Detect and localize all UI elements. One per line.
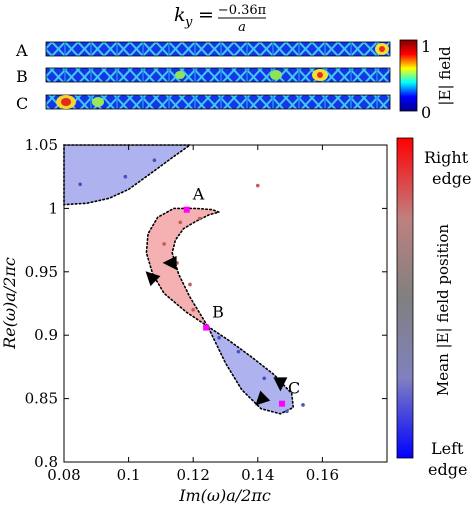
colorbar-top-label-1: Right bbox=[424, 148, 469, 167]
field-panel: A B C 1 0 |E| field bbox=[15, 37, 454, 122]
data-point-1 bbox=[78, 182, 82, 187]
data-point-6 bbox=[197, 216, 202, 221]
x-tick-label: 0.16 bbox=[306, 466, 339, 484]
title-k: k bbox=[174, 4, 186, 26]
highlight-label-c: C bbox=[288, 379, 300, 398]
region-1 bbox=[63, 144, 193, 206]
direction-arrow-1 bbox=[162, 255, 177, 270]
strip-label-b: B bbox=[16, 67, 28, 86]
data-point-12 bbox=[236, 349, 241, 354]
highlight-label-a: A bbox=[192, 185, 205, 204]
y-tick-label: 0.85 bbox=[25, 390, 58, 408]
title-denominator: a bbox=[238, 20, 246, 35]
data-point-14 bbox=[285, 409, 289, 414]
highlight-marker-a bbox=[183, 206, 190, 213]
colorbar-top-label-2: edge bbox=[432, 169, 471, 188]
data-point-11 bbox=[217, 335, 221, 340]
field-colorbar-max: 1 bbox=[421, 37, 431, 56]
y-tick-label: 0.95 bbox=[25, 263, 58, 281]
title-numerator: −0.36π bbox=[218, 3, 267, 18]
data-point-10 bbox=[191, 308, 195, 312]
field-colorbar-title: |E| field bbox=[436, 46, 454, 106]
position-colorbar-title: Mean |E| field position bbox=[434, 224, 452, 396]
title-subscript: y bbox=[184, 15, 193, 30]
plot-points bbox=[78, 158, 305, 414]
region-3 bbox=[205, 324, 295, 415]
strip-label-c: C bbox=[16, 94, 28, 113]
plot-background bbox=[64, 145, 387, 462]
y-tick-label: 0.9 bbox=[34, 326, 58, 344]
highlight-marker-c bbox=[279, 400, 286, 407]
colorbar-bottom-label-1: Left bbox=[431, 439, 464, 458]
field-strip-c bbox=[45, 94, 391, 110]
plot-highlighted-points: A B C bbox=[183, 185, 300, 407]
x-tick-label: 0.14 bbox=[241, 466, 274, 484]
colorbar-bottom-label-2: edge bbox=[428, 460, 467, 479]
highlight-marker-b bbox=[203, 324, 210, 331]
data-point-2 bbox=[123, 174, 128, 179]
field-colorbar-min: 0 bbox=[421, 103, 431, 122]
strip-label-a: A bbox=[15, 41, 28, 60]
field-strip-a bbox=[45, 41, 391, 57]
y-tick-label: 1.05 bbox=[25, 136, 58, 154]
field-colorbar: 1 0 |E| field bbox=[399, 37, 454, 122]
x-tick-label: 0.1 bbox=[117, 466, 141, 484]
position-colorbar: Right edge Left edge Mean |E| field posi… bbox=[396, 137, 471, 479]
x-axis-label: Im(ω)a/2πc bbox=[178, 486, 271, 505]
x-axis: 0.08 0.1 0.12 0.14 0.16 bbox=[47, 145, 339, 484]
highlight-label-b: B bbox=[212, 303, 224, 322]
data-point-15 bbox=[301, 403, 305, 407]
data-point-3 bbox=[152, 158, 157, 163]
title-equals: = bbox=[198, 4, 214, 26]
y-tick-label: 1 bbox=[48, 199, 58, 217]
direction-arrow-3 bbox=[273, 377, 288, 392]
y-axis-label: Re(ω)a/2πc bbox=[0, 257, 19, 350]
data-point-7 bbox=[162, 242, 166, 246]
data-point-13 bbox=[262, 376, 267, 381]
data-point-5 bbox=[178, 220, 183, 225]
plot-regions bbox=[63, 144, 295, 415]
data-point-4 bbox=[255, 183, 260, 188]
field-strip-b bbox=[45, 67, 391, 83]
plot-frame bbox=[63, 144, 388, 463]
scatter-plot: A B C 0.08 0.1 0.12 0.14 0.16 0.8 0.85 0.9 0.95 1 1… bbox=[0, 136, 388, 505]
page-title: k y = −0.36π a bbox=[174, 3, 267, 35]
x-tick-label: 0.08 bbox=[47, 466, 80, 484]
x-tick-label: 0.12 bbox=[176, 466, 209, 484]
y-tick-label: 0.8 bbox=[34, 453, 58, 471]
data-point-9 bbox=[188, 282, 192, 287]
y-axis: 0.8 0.85 0.9 0.95 1 1.05 bbox=[25, 136, 387, 471]
position-colorbar-bar bbox=[396, 137, 414, 459]
